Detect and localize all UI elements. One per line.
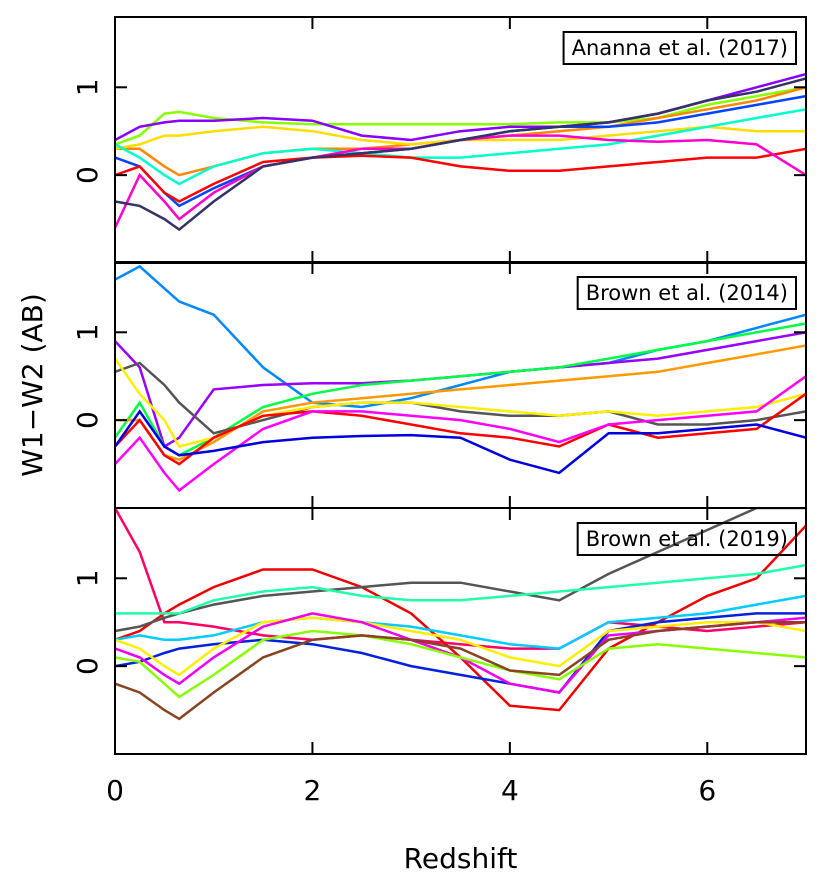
data-line [115, 563, 806, 615]
panel-label-box [576, 276, 797, 310]
data-line [115, 620, 806, 721]
data-line [115, 375, 806, 493]
data-line [115, 612, 806, 694]
x-tick-label: 4 [501, 774, 519, 807]
y-tick-label: 1 [71, 78, 104, 96]
y-tick-label: 1 [71, 569, 104, 587]
series-group [115, 508, 806, 721]
data-line [115, 125, 806, 151]
panel-label-box [576, 522, 797, 556]
x-tick-label: 6 [698, 774, 716, 807]
data-line [115, 508, 806, 633]
data-line [115, 147, 806, 203]
data-line [115, 77, 806, 232]
series-group [115, 72, 806, 232]
panel-label: Brown et al. (2014) [586, 281, 788, 305]
data-line [115, 357, 806, 448]
y-tick-label: 0 [71, 657, 104, 675]
y-tick-label: 0 [71, 166, 104, 184]
data-line [115, 361, 806, 435]
x-axis-label: Redshift [404, 842, 518, 875]
y-axis-label: W1−W2 (AB) [16, 293, 49, 477]
panel-label: Ananna et al. (2017) [572, 36, 788, 60]
x-tick-label: 0 [106, 774, 124, 807]
panel-label-box [562, 31, 797, 65]
y-tick-label: 0 [71, 411, 104, 429]
data-line [115, 344, 806, 462]
x-tick-label: 2 [304, 774, 322, 807]
data-line [115, 409, 806, 475]
data-line [115, 392, 806, 466]
y-tick-label: 1 [71, 323, 104, 341]
panel-label: Brown et al. (2019) [586, 527, 788, 551]
data-line [115, 524, 806, 712]
data-line [115, 594, 806, 650]
data-line [115, 612, 806, 694]
series-group [115, 264, 806, 493]
data-line [115, 86, 806, 146]
panel-frame [114, 507, 807, 755]
data-line [115, 629, 806, 699]
data-line [115, 616, 806, 677]
